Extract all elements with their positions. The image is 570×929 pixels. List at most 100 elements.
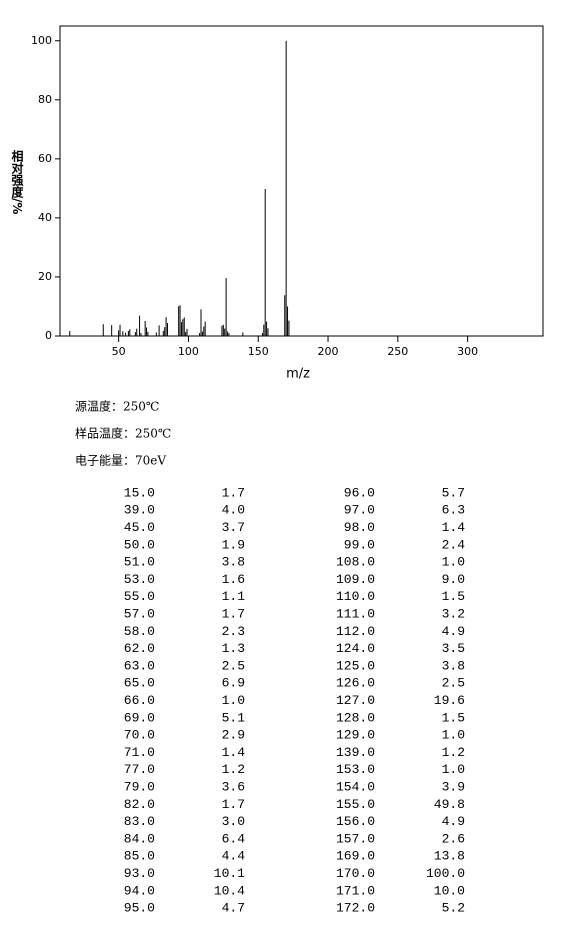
table-cell: 49.8 [434,797,465,812]
table-cell: 156.0 [336,814,375,829]
table-cell: 154.0 [336,780,375,795]
table-cell: 3.7 [222,520,245,535]
table-cell: 2.3 [222,624,245,639]
table-cell: 10.0 [434,883,465,898]
table-cell: 6.3 [442,503,465,518]
table-cell: 126.0 [336,676,375,691]
table-cell: 82.0 [124,797,155,812]
table-cell: 53.0 [124,572,155,587]
table-cell: 2.4 [442,537,466,552]
plot-frame [59,25,544,337]
table-cell: 153.0 [336,762,375,777]
table-cell: 95.0 [124,901,155,916]
table-cell: 108.0 [336,555,375,570]
table-cell: 3.9 [442,780,465,795]
table-cell: 109.0 [336,572,375,587]
table-cell: 4.0 [222,503,245,518]
x-tick-label: 200 [318,345,339,358]
table-cell: 155.0 [336,797,375,812]
table-cell: 63.0 [124,658,155,673]
table-cell: 125.0 [336,658,375,673]
table-cell: 93.0 [124,866,155,881]
table-cell: 94.0 [124,883,155,898]
table-cell: 171.0 [336,883,375,898]
condition: 电子能量：70eV [75,454,166,468]
table-cell: 84.0 [124,831,155,846]
table-cell: 4.7 [222,901,245,916]
y-tick-label: 0 [45,329,52,342]
table-cell: 4.4 [222,849,246,864]
table-cell: 3.2 [442,607,465,622]
table-cell: 1.7 [222,485,245,500]
table-cell: 9.0 [442,572,465,587]
table-cell: 1.4 [442,520,466,535]
table-cell: 70.0 [124,728,155,743]
table-cell: 4.9 [442,624,465,639]
table-cell: 128.0 [336,710,375,725]
x-tick-label: 100 [178,345,199,358]
y-tick-label: 40 [38,211,52,224]
table-cell: 1.9 [222,537,245,552]
table-cell: 97.0 [344,503,375,518]
table-cell: 69.0 [124,710,155,725]
table-cell: 5.1 [222,710,246,725]
table-cell: 1.0 [442,762,465,777]
table-cell: 2.5 [222,658,245,673]
table-cell: 170.0 [336,866,375,881]
condition: 样品温度：250℃ [75,426,171,441]
table-cell: 172.0 [336,901,375,916]
table-cell: 51.0 [124,555,155,570]
table-cell: 79.0 [124,780,155,795]
table-cell: 71.0 [124,745,155,760]
table-cell: 127.0 [336,693,375,708]
table-cell: 1.7 [222,607,245,622]
y-tick-label: 100 [31,34,52,47]
table-cell: 85.0 [124,849,155,864]
table-cell: 2.6 [442,831,465,846]
table-cell: 98.0 [344,520,375,535]
table-cell: 100.0 [426,866,465,881]
table-cell: 1.0 [442,555,465,570]
table-cell: 3.5 [442,641,465,656]
table-cell: 1.0 [442,728,465,743]
y-tick-label: 20 [38,270,52,283]
table-cell: 58.0 [124,624,155,639]
table-cell: 39.0 [124,503,155,518]
table-cell: 110.0 [336,589,375,604]
x-tick-label: 150 [248,345,269,358]
table-cell: 3.8 [222,555,245,570]
x-tick-label: 50 [112,345,126,358]
table-cell: 1.5 [442,710,465,725]
table-cell: 1.2 [222,762,245,777]
table-cell: 5.7 [442,485,465,500]
table-cell: 3.8 [442,658,465,673]
table-cell: 1.6 [222,572,245,587]
table-cell: 139.0 [336,745,375,760]
x-tick-label: 250 [387,345,408,358]
table-cell: 55.0 [124,589,155,604]
table-cell: 169.0 [336,849,375,864]
y-axis-label: 相对强度/% [10,149,24,215]
x-tick-label: 300 [457,345,478,358]
table-cell: 15.0 [124,485,155,500]
table-cell: 6.9 [222,676,245,691]
table-cell: 1.4 [222,745,246,760]
table-cell: 1.3 [222,641,245,656]
table-cell: 5.2 [442,901,465,916]
table-cell: 13.8 [434,849,465,864]
table-cell: 45.0 [124,520,155,535]
table-cell: 6.4 [222,831,246,846]
table-cell: 10.1 [214,866,245,881]
table-cell: 66.0 [124,693,155,708]
table-cell: 1.2 [442,745,465,760]
table-cell: 83.0 [124,814,155,829]
table-cell: 50.0 [124,537,155,552]
table-cell: 77.0 [124,762,155,777]
table-cell: 129.0 [336,728,375,743]
condition: 源温度：250℃ [75,399,159,414]
table-cell: 57.0 [124,607,155,622]
table-cell: 65.0 [124,676,155,691]
table-cell: 1.7 [222,797,245,812]
table-cell: 96.0 [344,485,375,500]
